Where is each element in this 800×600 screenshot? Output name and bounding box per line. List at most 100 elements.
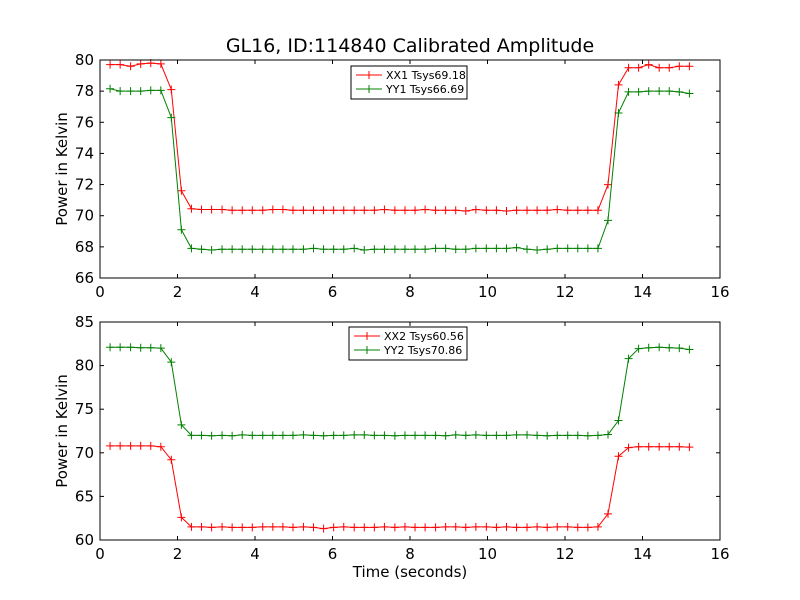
- data-point: [238, 245, 247, 254]
- x-axis-label: Time (seconds): [352, 563, 468, 581]
- data-point: [116, 343, 125, 352]
- data-point: [563, 431, 572, 440]
- data-point: [400, 206, 409, 215]
- data-point: [512, 523, 521, 532]
- data-point: [299, 522, 308, 531]
- y-tick-label: 72: [75, 176, 94, 194]
- data-point: [421, 245, 430, 254]
- data-point: [644, 87, 653, 96]
- data-point: [604, 216, 613, 225]
- data-point: [187, 204, 196, 213]
- y-tick-label: 66: [75, 269, 94, 287]
- data-point: [329, 431, 338, 440]
- data-point: [553, 244, 562, 253]
- data-point: [258, 245, 267, 254]
- x-tick-label: 2: [173, 545, 183, 563]
- data-point: [451, 206, 460, 215]
- data-point: [187, 522, 196, 531]
- data-point: [360, 245, 369, 254]
- data-point: [390, 206, 399, 215]
- data-point: [248, 206, 257, 215]
- data-point: [350, 430, 359, 439]
- data-point: [380, 205, 389, 214]
- data-point: [471, 430, 480, 439]
- data-point: [106, 441, 115, 450]
- data-point: [411, 523, 420, 532]
- data-point: [167, 113, 176, 122]
- legend-swatch-marker: [363, 332, 371, 340]
- data-point: [248, 431, 257, 440]
- data-point: [197, 205, 206, 214]
- data-point: [167, 85, 176, 94]
- data-point: [228, 523, 237, 532]
- data-point: [258, 206, 267, 215]
- data-point: [278, 205, 287, 214]
- x-tick-label: 14: [633, 545, 652, 563]
- data-point: [400, 431, 409, 440]
- legend-swatch-marker: [365, 71, 373, 79]
- data-point: [685, 443, 694, 452]
- data-point: [482, 244, 491, 253]
- data-point: [278, 245, 287, 254]
- data-point: [614, 452, 623, 461]
- data-point: [360, 523, 369, 532]
- data-point: [370, 206, 379, 215]
- bottom-panel: 0 2 4 6 8 10 12 14 16 60 65 70 75 80 85 Power in Kelvin…: [53, 313, 730, 581]
- data-point: [461, 245, 470, 254]
- data-point: [543, 523, 552, 532]
- data-point: [604, 430, 613, 439]
- data-point: [136, 87, 145, 96]
- data-point: [441, 522, 450, 531]
- data-point: [665, 87, 674, 96]
- legend-box: [350, 65, 468, 100]
- data-point: [471, 205, 480, 214]
- data-point: [207, 245, 216, 254]
- data-point: [523, 245, 532, 254]
- x-tick-label: 8: [405, 283, 415, 301]
- data-point: [268, 205, 277, 214]
- data-point: [553, 431, 562, 440]
- data-point: [644, 343, 653, 352]
- y-tick-label: 70: [75, 444, 94, 462]
- data-point: [370, 245, 379, 254]
- data-point: [512, 243, 521, 252]
- data-point: [146, 343, 155, 352]
- data-point: [329, 206, 338, 215]
- data-point: [197, 522, 206, 531]
- data-point: [319, 245, 328, 254]
- data-point: [512, 430, 521, 439]
- data-point: [238, 206, 247, 215]
- data-point: [228, 431, 237, 440]
- data-point: [573, 206, 582, 215]
- data-point: [136, 343, 145, 352]
- data-point: [614, 80, 623, 89]
- x-tick-label: 10: [478, 545, 497, 563]
- data-point: [380, 431, 389, 440]
- data-point: [339, 522, 348, 531]
- top-panel: GL16, ID:114840 Calibrated Amplitude 0 2 4 6…: [53, 35, 730, 301]
- data-point: [258, 431, 267, 440]
- legend-box: [348, 326, 468, 361]
- data-point: [106, 84, 115, 93]
- data-point: [288, 523, 297, 532]
- data-point: [156, 344, 165, 353]
- data-point: [288, 245, 297, 254]
- data-point: [644, 60, 653, 69]
- data-point: [543, 245, 552, 254]
- x-tick-label: 0: [95, 283, 105, 301]
- data-point: [634, 442, 643, 451]
- data-point: [167, 358, 176, 367]
- data-point: [360, 430, 369, 439]
- data-point: [238, 523, 247, 532]
- data-point: [502, 207, 511, 216]
- data-point: [299, 245, 308, 254]
- data-point: [228, 245, 237, 254]
- data-point: [248, 245, 257, 254]
- data-point: [431, 206, 440, 215]
- data-point: [380, 522, 389, 531]
- data-point: [441, 244, 450, 253]
- data-point: [634, 63, 643, 72]
- data-point: [451, 430, 460, 439]
- data-point: [156, 86, 165, 95]
